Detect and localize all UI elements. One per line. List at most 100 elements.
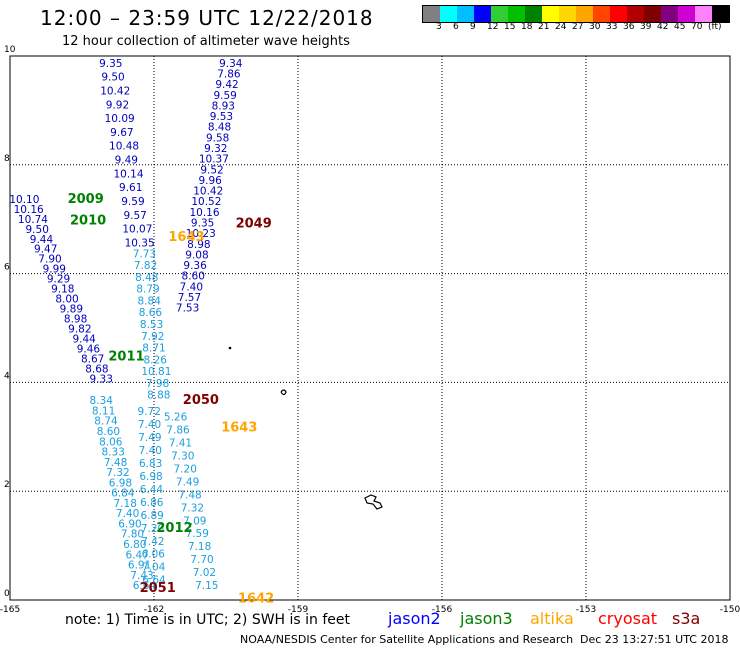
wave-height-value: 9.61 bbox=[119, 182, 142, 194]
wave-height-value: 9.96 bbox=[198, 175, 222, 187]
pass-label: 2011 bbox=[108, 350, 144, 365]
wave-height-value: 9.58 bbox=[206, 132, 229, 144]
wave-height-value: 7.41 bbox=[169, 437, 192, 449]
wave-height-value: 9.47 bbox=[34, 244, 57, 256]
island-shape bbox=[228, 346, 232, 350]
wave-height-value: 9.35 bbox=[99, 58, 122, 70]
wave-height-value: 8.88 bbox=[147, 390, 170, 402]
pass-label: 2009 bbox=[68, 192, 104, 207]
pass-label: 2050 bbox=[183, 393, 219, 408]
wave-height-value: 7.53 bbox=[176, 303, 199, 315]
wave-height-value: 8.60 bbox=[182, 271, 205, 283]
wave-height-value: 7.09 bbox=[183, 515, 206, 527]
color-scale-label: 3 bbox=[436, 22, 442, 32]
wave-height-value: 8.48 bbox=[208, 122, 231, 134]
wave-height-value: 5.26 bbox=[164, 411, 188, 423]
color-scale-label: 15 bbox=[504, 22, 516, 32]
wave-height-value: 9.57 bbox=[123, 210, 146, 222]
color-swatch bbox=[525, 6, 542, 22]
credit-line: NOAA/NESDIS Center for Satellite Applica… bbox=[240, 633, 574, 646]
y-tick-label: 10 bbox=[4, 45, 16, 55]
color-scale-bar bbox=[422, 5, 730, 23]
wave-height-value: 7.43 bbox=[130, 570, 153, 582]
wave-height-value: 10.81 bbox=[141, 366, 171, 378]
wave-height-value: 9.50 bbox=[101, 72, 124, 84]
wave-height-value: 7.80 bbox=[121, 529, 144, 541]
wave-height-value: 6.98 bbox=[139, 471, 162, 483]
x-tick-label: -162 bbox=[144, 605, 164, 615]
wave-height-value: 6.84 bbox=[111, 488, 135, 500]
x-tick-label: -153 bbox=[576, 605, 596, 615]
wave-height-value: 10.16 bbox=[14, 204, 44, 216]
color-swatch bbox=[678, 6, 695, 22]
wave-height-value: 9.67 bbox=[110, 127, 133, 139]
wave-height-value: 7.92 bbox=[141, 331, 164, 343]
wave-height-value: 9.49 bbox=[115, 155, 138, 167]
wave-height-value: 8.84 bbox=[138, 295, 162, 307]
plot-frame bbox=[9, 55, 731, 601]
color-swatch bbox=[491, 6, 508, 22]
wave-height-value: 6.44 bbox=[140, 484, 164, 496]
wave-height-value: 7.02 bbox=[193, 567, 216, 579]
wave-height-value: 7.86 bbox=[166, 424, 190, 436]
wave-height-value: 9.29 bbox=[47, 274, 70, 286]
wave-height-value: 6.64 bbox=[142, 575, 166, 587]
color-swatch bbox=[593, 6, 610, 22]
wave-height-value: 7.82 bbox=[134, 260, 157, 272]
satellite-legend-jason3: jason3 bbox=[460, 609, 513, 628]
wave-height-value: 6.06 bbox=[142, 549, 166, 561]
wave-height-value: 7.70 bbox=[190, 554, 213, 566]
wave-height-value: 7.20 bbox=[141, 523, 164, 535]
wave-height-value: 10.14 bbox=[113, 168, 143, 180]
wave-height-value: 7.48 bbox=[178, 489, 201, 501]
wave-height-value: 9.92 bbox=[106, 99, 129, 111]
wave-height-value: 9.44 bbox=[72, 334, 96, 346]
color-swatch bbox=[423, 6, 440, 22]
wave-height-value: 8.53 bbox=[140, 319, 163, 331]
wave-height-value: 7.18 bbox=[114, 498, 137, 510]
wave-height-value: 9.53 bbox=[210, 111, 233, 123]
wave-height-value: 9.52 bbox=[200, 164, 223, 176]
color-swatch bbox=[576, 6, 593, 22]
color-swatch bbox=[559, 6, 576, 22]
wave-height-value: 9.35 bbox=[191, 218, 214, 230]
wave-height-value: 7.98 bbox=[146, 378, 169, 390]
satellite-legend-altika: altika bbox=[530, 609, 574, 628]
satellite-legend-cryosat: cryosat bbox=[598, 609, 658, 628]
wave-height-value: 10.42 bbox=[193, 186, 223, 198]
wave-height-value: 10.23 bbox=[186, 228, 216, 240]
color-scale-label: 21 bbox=[538, 22, 550, 32]
wave-height-value: 10.35 bbox=[125, 237, 155, 249]
wave-height-value: 8.98 bbox=[187, 239, 210, 251]
pass-label: 1643 bbox=[221, 420, 257, 435]
y-tick-label: 4 bbox=[4, 371, 10, 381]
wave-height-value: 7.48 bbox=[104, 457, 127, 469]
wave-height-value: 10.42 bbox=[100, 85, 130, 97]
color-scale-label: 24 bbox=[555, 22, 567, 32]
wave-height-value: 8.34 bbox=[90, 395, 114, 407]
wave-height-value: 7.40 bbox=[138, 419, 161, 431]
wave-height-value: 6.80 bbox=[123, 539, 146, 551]
pass-label: 1643 bbox=[168, 230, 204, 245]
wave-height-value: 7.40 bbox=[139, 445, 162, 457]
wave-height-value: 7.40 bbox=[180, 281, 203, 293]
x-tick-label: -159 bbox=[288, 605, 309, 615]
wave-height-value: 8.60 bbox=[97, 426, 120, 438]
wave-height-value: 10.09 bbox=[105, 113, 135, 125]
wave-height-value: 6.91 bbox=[128, 560, 151, 572]
wave-height-value: 9.32 bbox=[204, 143, 227, 155]
wave-height-value: 7.86 bbox=[217, 69, 241, 81]
x-tick-label: -150 bbox=[720, 605, 740, 615]
color-swatch bbox=[542, 6, 559, 22]
wave-height-value: 10.07 bbox=[122, 224, 152, 236]
page-subtitle: 12 hour collection of altimeter wave hei… bbox=[62, 34, 350, 49]
color-scale-label: 45 bbox=[674, 22, 686, 32]
wave-height-value: 9.72 bbox=[138, 406, 161, 418]
wave-height-value: 9.99 bbox=[43, 264, 66, 276]
wave-height-value: 6.47 bbox=[126, 549, 149, 561]
wave-height-value: 7.42 bbox=[141, 536, 164, 548]
color-scale-label: 6 bbox=[453, 22, 459, 32]
wave-height-value: 8.74 bbox=[94, 416, 118, 428]
color-scale-label: 36 bbox=[623, 22, 635, 32]
island-shape bbox=[280, 389, 287, 396]
